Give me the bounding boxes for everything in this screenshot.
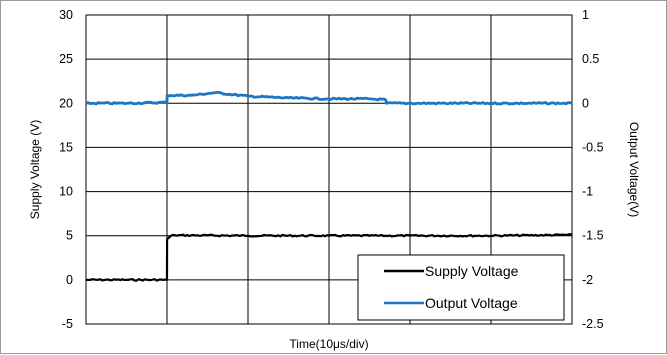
left-axis-tick-label: -5 — [62, 317, 73, 331]
series-lines — [85, 90, 573, 282]
left-axis-tick-label: 25 — [59, 52, 73, 66]
left-axis-tick-label: 10 — [59, 185, 73, 199]
right-axis-tick-label: -1.5 — [582, 229, 604, 243]
legend-label-output-voltage: Output Voltage — [425, 295, 518, 311]
left-axis-tick-label: 30 — [59, 8, 73, 22]
left-axis-tick-label: 15 — [59, 140, 73, 154]
right-axis-tick-label: -2.5 — [582, 317, 604, 331]
supply-voltage-line — [85, 233, 573, 282]
right-axis-tick-label: 0 — [582, 96, 589, 110]
right-y-axis-title: Output Voltage(V) — [627, 122, 641, 217]
legend: Supply Voltage Output Voltage — [357, 254, 565, 321]
right-axis-tick-label: 1 — [582, 8, 589, 22]
plot-area — [85, 14, 573, 325]
left-axis-tick-label: 5 — [66, 229, 73, 243]
right-axis-ticks: -2.5 -2 -1.5 -1 -0.5 0 0.5 1 — [582, 8, 604, 331]
left-axis-tick-label: 0 — [66, 273, 73, 287]
legend-label-supply-voltage: Supply Voltage — [425, 263, 519, 279]
left-y-axis-title: Supply Voltage (V) — [28, 120, 42, 219]
left-axis-tick-label: 20 — [59, 96, 73, 110]
legend-box — [357, 254, 565, 321]
right-axis-tick-label: -1 — [582, 185, 593, 199]
right-axis-tick-label: -2 — [582, 273, 593, 287]
x-axis-title: Time(10μs/div) — [289, 337, 368, 351]
right-axis-tick-label: -0.5 — [582, 140, 604, 154]
left-axis-ticks: -5 0 5 10 15 20 25 30 — [59, 8, 73, 331]
output-voltage-line — [85, 90, 573, 106]
right-axis-tick-label: 0.5 — [582, 52, 599, 66]
